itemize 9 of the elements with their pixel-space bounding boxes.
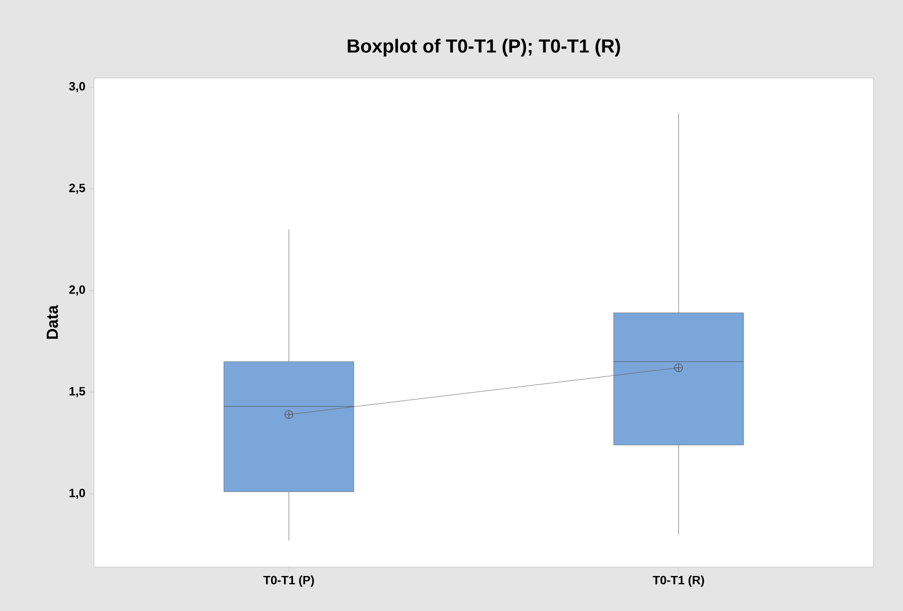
- x-tick-label: T0-T1 (P): [263, 576, 314, 587]
- y-axis-title: Data: [46, 305, 58, 339]
- x-tick-label: T0-T1 (R): [652, 576, 704, 587]
- y-tick-label: 1,0: [70, 488, 85, 499]
- y-tick-label: 2,0: [69, 285, 85, 296]
- chart-title: Boxplot of T0-T1 (P); T0-T1 (R): [348, 38, 620, 56]
- y-tick-label: 1,5: [70, 387, 86, 398]
- y-tick-label: 2,5: [69, 184, 86, 194]
- y-tick-label: 3,0: [69, 82, 85, 92]
